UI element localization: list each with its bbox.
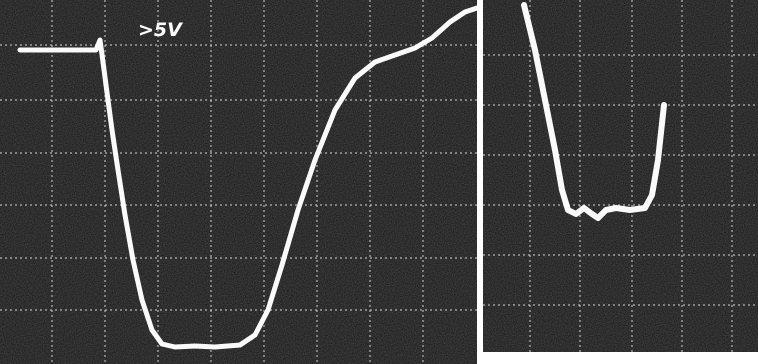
separator bbox=[477, 0, 483, 364]
voltage-annotation: >5V bbox=[138, 19, 183, 41]
right-panel bbox=[483, 0, 758, 352]
screen-grain bbox=[483, 0, 758, 352]
oscilloscope-figure: >5V bbox=[0, 0, 758, 364]
left-panel: >5V bbox=[0, 0, 477, 364]
